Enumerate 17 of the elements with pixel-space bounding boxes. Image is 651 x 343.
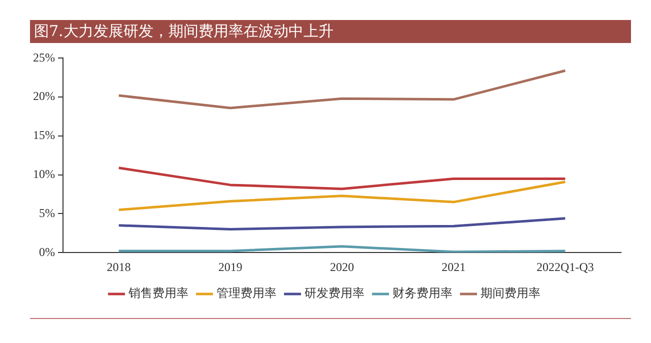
- x-tick-label: 2018: [106, 260, 131, 274]
- legend-label: 期间费用率: [480, 286, 540, 300]
- y-tick-label: 15%: [32, 128, 55, 142]
- y-tick-label: 25%: [32, 50, 55, 64]
- chart-title: 图7.大力发展研发，期间费用率在波动中上升: [30, 20, 631, 43]
- x-tick-label: 2021: [442, 260, 466, 274]
- x-tick-label: 2019: [218, 260, 242, 274]
- y-tick-label: 0%: [38, 244, 55, 259]
- y-tick-label: 5%: [38, 206, 55, 220]
- x-tick-label: 2022Q1-Q3: [536, 260, 594, 274]
- y-tick-label: 10%: [32, 166, 55, 181]
- legend-label: 销售费用率: [128, 286, 188, 300]
- legend-label: 研发费用率: [304, 286, 364, 300]
- legend-label: 管理费用率: [216, 286, 276, 300]
- y-tick-label: 20%: [32, 89, 55, 104]
- legend-label: 财务费用率: [392, 286, 452, 300]
- x-tick-label: 2020: [330, 260, 354, 274]
